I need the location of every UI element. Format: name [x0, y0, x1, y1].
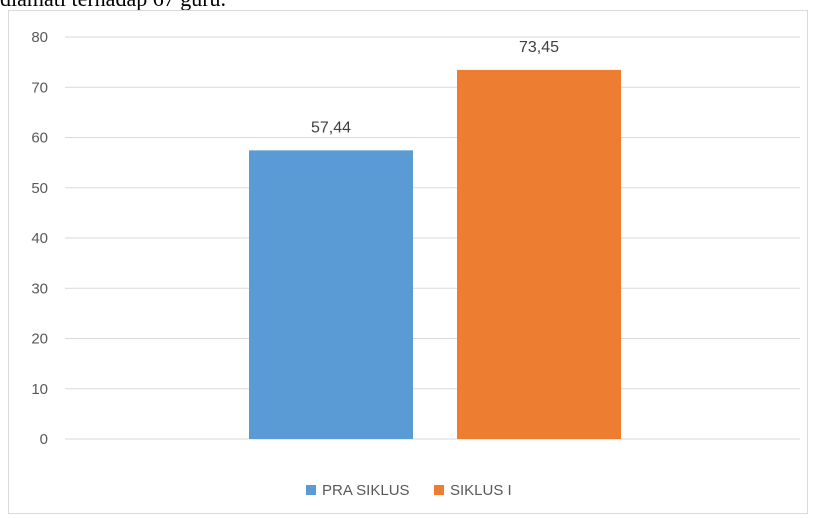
y-tick-label: 40: [31, 230, 48, 247]
y-tick-label: 50: [31, 180, 48, 197]
caption-text: diamati terhadap 67 guru.: [0, 0, 226, 12]
data-label: 73,45: [519, 39, 559, 56]
legend: PRA SIKLUS SIKLUS I: [306, 482, 512, 499]
bar-siklus-i: [457, 69, 621, 439]
bar-pra-siklus: [249, 150, 413, 439]
legend-label: SIKLUS I: [450, 482, 512, 499]
legend-swatch: [434, 485, 444, 495]
data-labels: 57,44 73,45: [311, 39, 559, 136]
data-label: 57,44: [311, 119, 351, 136]
y-tick-label: 10: [31, 381, 48, 398]
y-tick-label: 20: [31, 331, 48, 348]
legend-label: PRA SIKLUS: [322, 482, 410, 499]
y-tick-label: 30: [31, 280, 48, 297]
bars: [249, 69, 621, 439]
gridlines: [65, 36, 800, 440]
legend-swatch: [306, 485, 316, 495]
y-tick-label: 70: [31, 79, 48, 96]
y-tick-label: 80: [31, 29, 48, 46]
y-tick-label: 60: [31, 130, 48, 147]
y-tick-label: 0: [40, 431, 48, 448]
y-axis-ticks: 0 10 20 30 40 50 60 70 80: [31, 29, 48, 448]
